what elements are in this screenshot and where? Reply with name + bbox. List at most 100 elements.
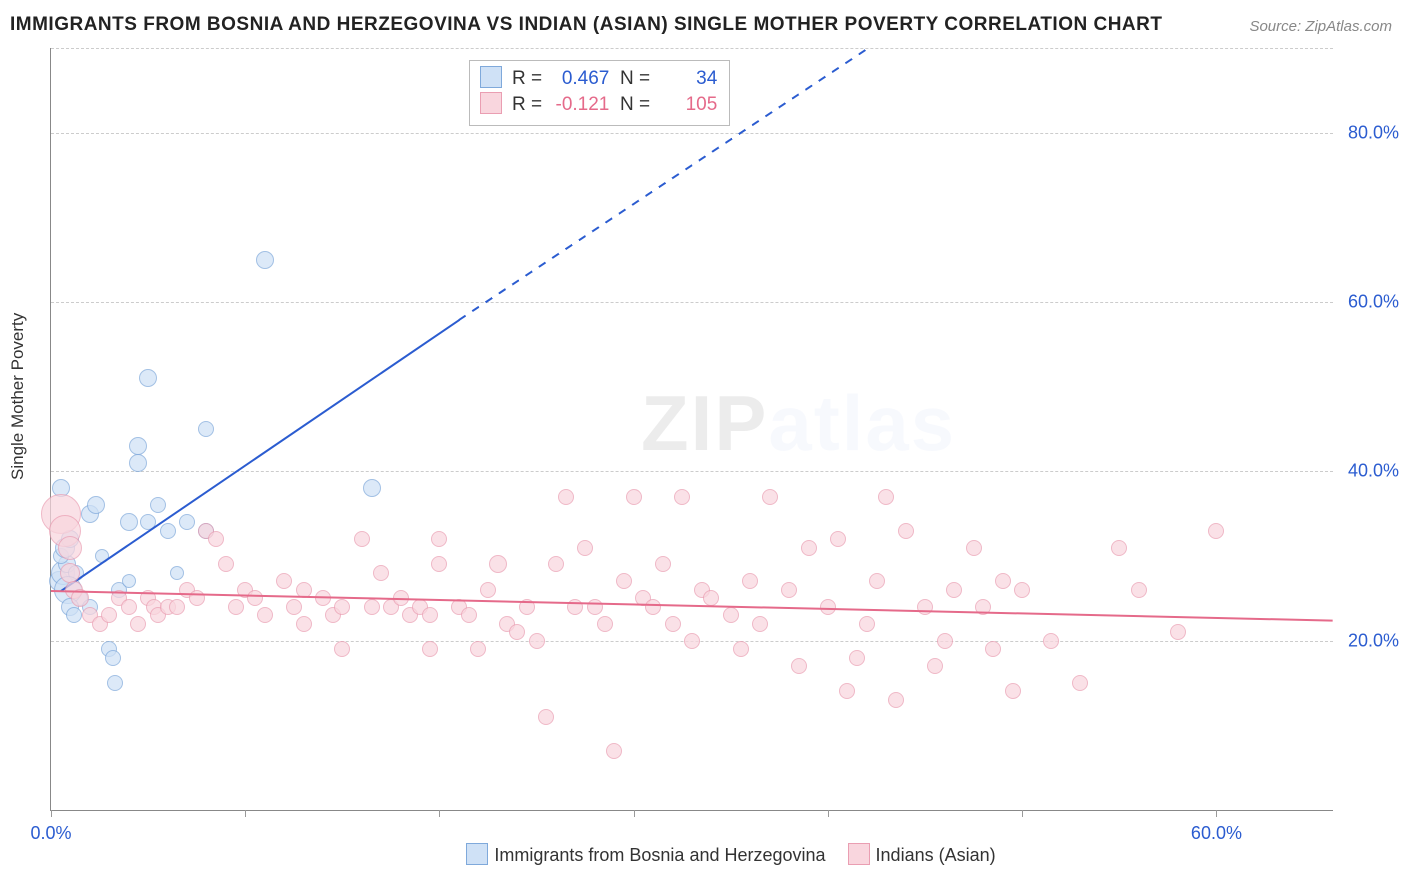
data-point-indian [1131,582,1147,598]
data-point-indian [742,573,758,589]
data-point-indian [995,573,1011,589]
data-point-indian [218,556,234,572]
data-point-indian [801,540,817,556]
data-point-indian [489,555,507,573]
data-point-indian [538,709,554,725]
data-point-indian [60,563,80,583]
data-point-indian [665,616,681,632]
data-point-indian [558,489,574,505]
correlation-row-indian: R = -0.121 N = 105 [480,92,717,118]
data-point-bosnia [170,566,184,580]
data-point-indian [859,616,875,632]
plot-inner: ZIPatlas R = 0.467 N = 34R = -0.121 N = … [50,48,1333,811]
data-point-indian [966,540,982,556]
data-point-indian [286,599,302,615]
data-point-bosnia [139,369,157,387]
data-point-bosnia [66,607,82,623]
data-point-indian [1170,624,1186,640]
legend-item-bosnia: Immigrants from Bosnia and Herzegovina [444,845,825,865]
data-point-bosnia [198,421,214,437]
watermark: ZIPatlas [641,378,956,469]
data-point-indian [354,531,370,547]
x-tick-label: 0.0% [30,823,71,844]
data-point-bosnia [256,251,274,269]
data-point-indian [257,607,273,623]
correlation-row-bosnia: R = 0.467 N = 34 [480,66,717,92]
x-tick [245,810,246,817]
x-tick [439,810,440,817]
data-point-bosnia [179,514,195,530]
data-point-bosnia [105,650,121,666]
data-point-indian [334,641,350,657]
legend-item-indian: Indians (Asian) [826,845,996,865]
data-point-indian [1014,582,1030,598]
data-point-indian [1208,523,1224,539]
data-point-indian [703,590,719,606]
data-point-indian [461,607,477,623]
data-point-indian [58,536,82,560]
data-point-indian [878,489,894,505]
data-point-indian [373,565,389,581]
data-point-indian [1111,540,1127,556]
data-point-indian [946,582,962,598]
chart-title: IMMIGRANTS FROM BOSNIA AND HERZEGOVINA V… [10,14,1162,36]
data-point-indian [247,590,263,606]
data-point-indian [364,599,380,615]
data-point-indian [509,624,525,640]
data-point-indian [616,573,632,589]
data-point-bosnia [122,574,136,588]
gridline [51,48,1333,49]
x-tick [1022,810,1023,817]
data-point-indian [937,633,953,649]
gridline [51,133,1333,134]
data-point-indian [849,650,865,666]
data-point-bosnia [129,437,147,455]
data-point-indian [1072,675,1088,691]
x-tick [51,810,52,817]
y-axis-label: Single Mother Poverty [8,313,28,480]
data-point-indian [762,489,778,505]
data-point-indian [422,607,438,623]
data-point-indian [276,573,292,589]
data-point-indian [888,692,904,708]
data-point-bosnia [120,513,138,531]
data-point-indian [723,607,739,623]
data-point-indian [422,641,438,657]
data-point-indian [830,531,846,547]
data-point-bosnia [160,523,176,539]
x-tick [634,810,635,817]
plot-area: ZIPatlas R = 0.467 N = 34R = -0.121 N = … [50,48,1390,828]
data-point-indian [752,616,768,632]
data-point-indian [587,599,603,615]
data-point-bosnia [150,497,166,513]
x-tick [1216,810,1217,817]
data-point-indian [869,573,885,589]
data-point-indian [228,599,244,615]
data-point-indian [1043,633,1059,649]
series-legend: Immigrants from Bosnia and HerzegovinaIn… [50,843,1390,866]
data-point-indian [548,556,564,572]
source-label: Source: ZipAtlas.com [1249,18,1392,35]
gridline [51,471,1333,472]
data-point-indian [733,641,749,657]
data-point-indian [334,599,350,615]
data-point-indian [431,531,447,547]
correlation-legend: R = 0.467 N = 34R = -0.121 N = 105 [469,60,730,126]
data-point-indian [597,616,613,632]
data-point-indian [791,658,807,674]
data-point-indian [101,607,117,623]
y-tick-label: 60.0% [1348,292,1399,313]
data-point-indian [470,641,486,657]
data-point-indian [169,599,185,615]
data-point-indian [781,582,797,598]
data-point-indian [577,540,593,556]
y-tick-label: 80.0% [1348,122,1399,143]
data-point-bosnia [87,496,105,514]
data-point-indian [898,523,914,539]
data-point-indian [626,489,642,505]
data-point-bosnia [363,479,381,497]
x-tick [828,810,829,817]
data-point-indian [121,599,137,615]
data-point-indian [1005,683,1021,699]
data-point-indian [645,599,661,615]
